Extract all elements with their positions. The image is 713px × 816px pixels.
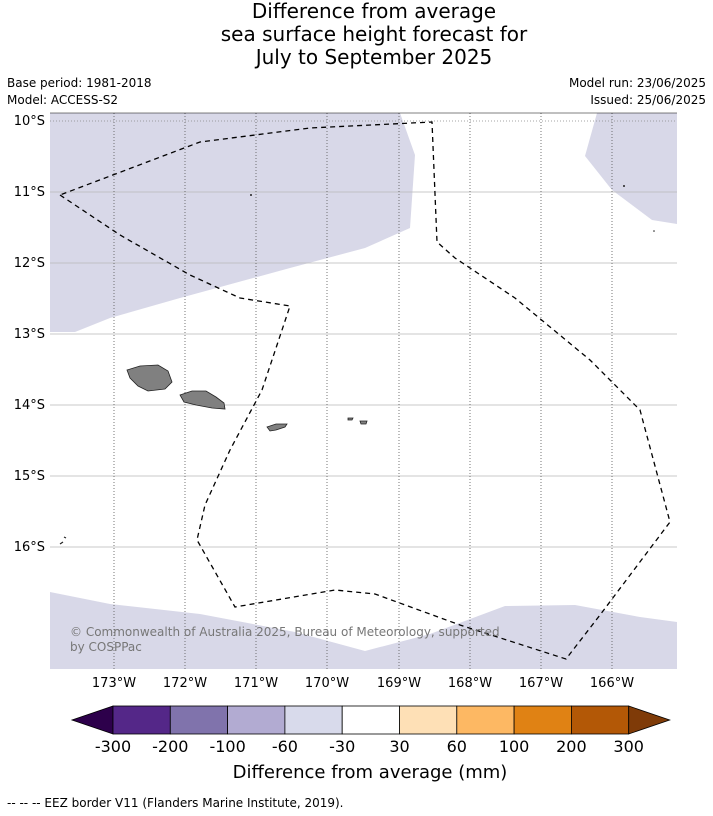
colorbar-tick-label: 100 — [499, 737, 530, 756]
meta-left: Base period: 1981-2018 Model: ACCESS-S2 — [7, 75, 152, 109]
colorbar-tick-label: 30 — [389, 737, 409, 756]
lat-label: 15°S — [14, 469, 45, 484]
colorbar-tick-label: -300 — [95, 737, 131, 756]
latitude-labels: 10°S 11°S 12°S 13°S 14°S 15°S 16°S — [14, 114, 45, 555]
base-period: Base period: 1981-2018 — [7, 76, 152, 90]
eez-legend: -- -- -- EEZ border V11 (Flanders Marine… — [7, 796, 344, 810]
colorbar-tick-labels: -300 -200 -100 -60 -30 30 60 100 200 300 — [95, 737, 644, 756]
title-line-1: Difference from average — [251, 0, 497, 23]
colorbar-cells — [70, 705, 671, 735]
lat-label: 11°S — [14, 185, 45, 200]
small-island — [59, 536, 67, 545]
colorbar-tick-label: -60 — [272, 737, 298, 756]
colorbar-max-extension — [628, 705, 671, 735]
model-run: Model run: 23/06/2025 — [568, 76, 706, 90]
colorbar-cell — [227, 705, 286, 735]
colorbar-cell — [571, 705, 630, 735]
colorbar-cell — [112, 705, 171, 735]
savaii-island — [126, 364, 173, 392]
small-island — [653, 230, 655, 232]
colorbar-tick-label: -30 — [329, 737, 355, 756]
anomaly-region-northeast — [585, 113, 677, 224]
lon-label: 173°W — [92, 676, 136, 690]
latitude-gridlines — [50, 191, 677, 548]
lon-label: 168°W — [448, 676, 492, 690]
colorbar-cell — [513, 705, 572, 735]
title-line-2: sea surface height forecast for — [220, 22, 528, 46]
lon-label: 166°W — [590, 676, 634, 690]
lon-label: 171°W — [234, 676, 278, 690]
lat-label: 12°S — [14, 256, 45, 271]
upolu-island — [179, 390, 226, 410]
colorbar-min-extension — [70, 705, 114, 735]
title-line-3: July to September 2025 — [255, 45, 493, 69]
anomaly-region-northwest — [50, 113, 415, 332]
map-panel: 10°S 11°S 12°S 13°S 14°S 15°S 16°S 173°W… — [14, 112, 677, 690]
colorbar: -300 -200 -100 -60 -30 30 60 100 200 300 Differen… — [70, 705, 671, 783]
small-island — [623, 185, 625, 187]
colorbar-cell — [456, 705, 515, 735]
lat-label: 14°S — [14, 398, 45, 413]
tutuila-island — [266, 423, 288, 432]
lat-label: 10°S — [14, 114, 45, 129]
manua-islands — [347, 417, 368, 425]
anomaly-region-south — [50, 592, 677, 669]
colorbar-tick-label: -200 — [152, 737, 188, 756]
colorbar-cell — [284, 705, 343, 735]
lat-label: 13°S — [14, 327, 45, 342]
colorbar-tick-label: 300 — [613, 737, 644, 756]
issued-date: Issued: 25/06/2025 — [590, 93, 706, 107]
map-title: Difference from average sea surface heig… — [0, 0, 713, 69]
lon-label: 169°W — [377, 676, 421, 690]
colorbar-label: Difference from average (mm) — [233, 762, 508, 783]
lon-label: 170°W — [305, 676, 349, 690]
lon-label: 172°W — [163, 676, 207, 690]
meta-right: Model run: 23/06/2025 Issued: 25/06/2025 — [569, 75, 706, 109]
copyright-notice: © Commonwealth of Australia 2025, Bureau… — [70, 625, 500, 654]
small-island — [250, 194, 252, 196]
longitude-labels: 173°W 172°W 171°W 170°W 169°W 168°W 167°… — [92, 676, 634, 690]
colorbar-tick-label: 200 — [556, 737, 587, 756]
model-name: Model: ACCESS-S2 — [7, 93, 119, 107]
lon-label: 167°W — [519, 676, 563, 690]
colorbar-cell — [169, 705, 229, 735]
colorbar-tick-label: 60 — [447, 737, 467, 756]
eez-border — [58, 121, 671, 660]
colorbar-tick-label: -100 — [209, 737, 245, 756]
colorbar-cell — [341, 705, 400, 735]
lat-label: 16°S — [14, 540, 45, 555]
colorbar-cell — [399, 705, 458, 735]
